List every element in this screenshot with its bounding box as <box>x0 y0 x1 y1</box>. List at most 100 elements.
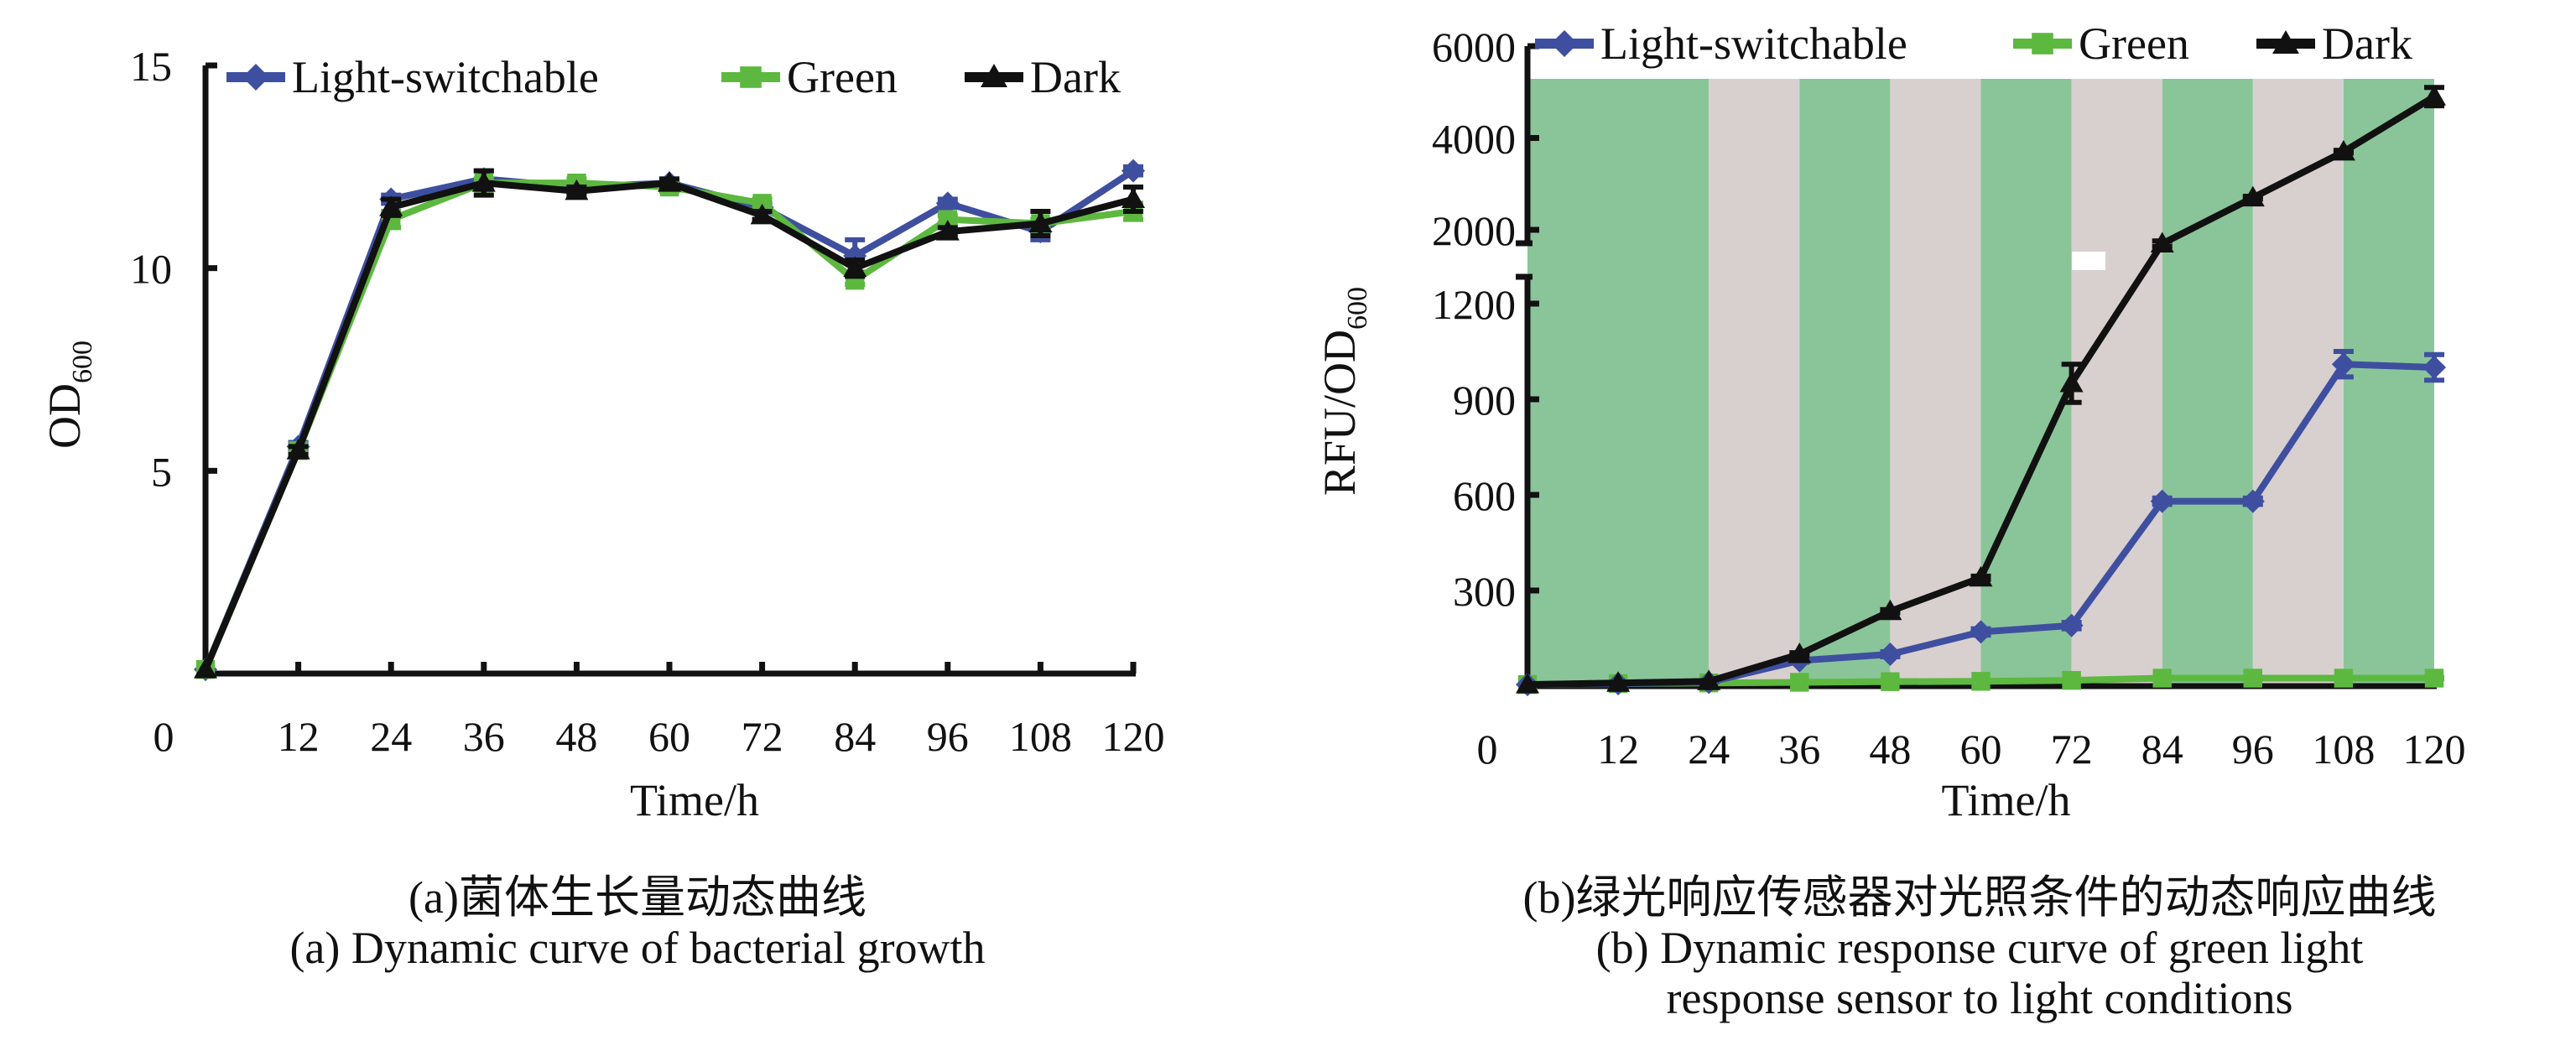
x-tick-label: 84 <box>834 713 876 760</box>
y-axis-label-main: RFU/OD <box>1314 330 1365 496</box>
marker-square <box>2062 670 2081 690</box>
y-axis-label-b: RFU/OD600 <box>1314 287 1373 496</box>
axis-break-gap <box>2072 252 2105 270</box>
marker-diamond <box>2422 356 2446 379</box>
y-axis-label-sub: 600 <box>67 341 98 383</box>
marker-triangle <box>286 439 310 460</box>
marker-square <box>938 210 957 229</box>
caption-a-english: (a) Dynamic curve of bacterial growth <box>289 923 986 973</box>
marker-triangle <box>565 179 589 200</box>
caption-b: (b)绿光响应传感器对光照条件的动态响应曲线 (b) Dynamic respo… <box>1392 872 2567 1023</box>
marker-triangle <box>2059 372 2084 393</box>
x-tick-label: 96 <box>2232 726 2274 773</box>
series-dark <box>1516 85 2446 694</box>
x-tick-label: 48 <box>555 713 597 760</box>
x-tick-label: 60 <box>1960 726 2002 773</box>
marker-triangle <box>2240 185 2265 207</box>
marker-triangle <box>2422 85 2446 106</box>
marker-triangle <box>471 171 496 192</box>
marker-square <box>2032 33 2053 55</box>
legend-label: Green <box>2079 18 2189 69</box>
marker-diamond <box>1551 30 1578 57</box>
series-group-a <box>194 159 1145 682</box>
y-axis-label-main: OD <box>39 383 90 449</box>
marker-triangle <box>981 64 1007 87</box>
x-tick-label: 60 <box>648 713 690 760</box>
y-tick-label: 2000 <box>1432 207 1516 254</box>
marker-triangle <box>379 195 403 216</box>
marker-square <box>740 66 762 88</box>
marker-triangle <box>658 171 681 192</box>
y-tick-label: 1200 <box>1432 281 1516 328</box>
legend-label: Dark <box>2322 18 2412 69</box>
marker-triangle <box>1788 643 1812 663</box>
x-tick-label: 12 <box>278 713 320 760</box>
caption-a: (a)菌体生长量动态曲线 (a) Dynamic curve of bacter… <box>101 872 1174 973</box>
chart-panel-b: 300 600 900 1200 2000 4000 6000 0 12 24 36 48 60 72 84… <box>1314 18 2466 825</box>
y-tick-label: 300 <box>1453 568 1516 615</box>
marker-diamond <box>2150 489 2174 513</box>
x-tick-label: 24 <box>1688 726 1730 773</box>
marker-diamond <box>1969 620 1993 644</box>
caption-a-chinese: (a)菌体生长量动态曲线 <box>409 872 866 923</box>
legend-a: Light-switchable Green Dark <box>226 52 1121 102</box>
series-line <box>202 180 1135 671</box>
x-tick-label: 120 <box>2403 726 2466 773</box>
marker-diamond <box>2240 489 2265 513</box>
band-dark <box>1709 79 1800 686</box>
marker-triangle <box>2272 30 2299 54</box>
marker-diamond <box>935 191 960 216</box>
x-tick-label: 84 <box>2141 726 2183 773</box>
y-tick-label: 6000 <box>1432 23 1516 70</box>
x-tick-label: 108 <box>2312 726 2375 773</box>
marker-square <box>1881 672 1900 691</box>
marker-square <box>1971 672 1991 691</box>
marker-triangle <box>1516 673 1539 694</box>
marker-square <box>1790 673 1809 692</box>
legend-b: Light-switchable Green Dark <box>1535 18 2412 69</box>
y-tick-label: 4000 <box>1432 116 1516 163</box>
marker-square <box>2152 669 2172 688</box>
series-green <box>195 173 1143 679</box>
band-dark <box>2071 79 2162 686</box>
band-green <box>1527 79 1710 686</box>
plot-area-b <box>1527 79 2434 686</box>
caption-b-chinese: (b)绿光响应传感器对光照条件的动态响应曲线 <box>1522 872 2437 923</box>
marker-diamond <box>242 64 269 91</box>
caption-b-english-line1: (b) Dynamic response curve of green ligh… <box>1595 923 2364 973</box>
marker-square <box>2424 669 2444 688</box>
marker-diamond <box>2059 613 2084 637</box>
marker-triangle <box>750 203 774 225</box>
x-tick-label: 0 <box>1477 726 1498 773</box>
band-green <box>2162 79 2253 686</box>
marker-diamond <box>1878 643 1902 666</box>
x-axis-label-a: Time/h <box>630 775 759 825</box>
marker-triangle <box>2331 139 2355 161</box>
x-tick-label: 120 <box>1102 713 1165 760</box>
y-tick-label: 15 <box>130 43 172 90</box>
x-tick-label: 72 <box>742 713 783 760</box>
series-line <box>202 180 1134 671</box>
marker-triangle <box>1878 599 1902 621</box>
band-green <box>1980 79 2072 686</box>
x-tick-label: 72 <box>2051 726 2093 773</box>
band-green <box>2343 79 2434 686</box>
x-tick-label: 24 <box>370 713 412 760</box>
y-tick-label: 600 <box>1453 472 1516 519</box>
x-tick-label: 0 <box>154 713 174 760</box>
marker-square <box>2334 669 2354 688</box>
marker-square <box>752 194 772 213</box>
marker-triangle <box>194 658 217 679</box>
marker-triangle <box>2150 232 2174 252</box>
marker-triangle <box>843 256 867 278</box>
marker-diamond <box>2331 352 2355 377</box>
x-axis-label-b: Time/h <box>1941 775 2070 825</box>
y-tick-label: 5 <box>151 448 172 495</box>
marker-triangle <box>1121 187 1145 208</box>
axes-b: 300 600 900 1200 2000 4000 6000 0 12 24 36 48 60 72 84… <box>1432 23 2466 773</box>
chart-panel-a: 5 10 15 0 12 24 36 48 60 72 84 96 108 120 Light-switc… <box>39 43 1165 825</box>
marker-square <box>2243 669 2262 688</box>
marker-diamond <box>1121 159 1145 183</box>
y-tick-label: 10 <box>130 246 172 293</box>
